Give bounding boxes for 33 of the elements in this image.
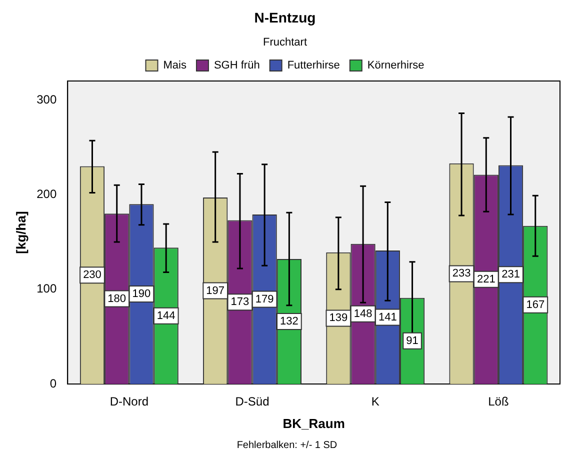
chart-title: N-Entzug: [254, 9, 316, 26]
legend-label: SGH früh: [214, 60, 260, 72]
data-label: 141: [378, 311, 397, 324]
data-label: 148: [354, 308, 372, 320]
x-tick-label: Löß: [488, 394, 509, 409]
data-label: 230: [83, 269, 102, 282]
data-label: 179: [255, 293, 274, 306]
y-tick-label: 300: [36, 92, 57, 106]
legend-label: Futterhirse: [287, 60, 340, 72]
data-label: 132: [280, 316, 298, 328]
data-label: 190: [132, 288, 151, 300]
y-tick-label: 100: [36, 282, 57, 296]
data-label: 144: [156, 310, 176, 322]
data-label: 233: [452, 268, 471, 280]
y-axis-title: [kg/ha]: [13, 211, 28, 254]
data-label: 173: [230, 296, 250, 308]
data-label: 139: [329, 312, 348, 324]
data-label: 91: [406, 334, 418, 347]
data-label: 221: [476, 273, 496, 286]
data-label: 231: [502, 268, 520, 281]
x-tick-label: D-Nord: [110, 394, 149, 409]
x-axis-title: BK_Raum: [282, 416, 345, 431]
legend-label: Mais: [163, 60, 187, 72]
legend-label: Körnerhirse: [367, 60, 424, 72]
x-tick-label: K: [371, 394, 380, 409]
x-tick-label: D-Süd: [235, 394, 270, 409]
legend-title: Fruchtart: [262, 36, 308, 48]
y-tick-label: 200: [36, 186, 57, 201]
text: Fehlerbalken: +/- 1 SD: [236, 440, 338, 451]
data-label: 167: [526, 298, 545, 311]
data-label: 180: [108, 292, 126, 305]
y-tick-label: 0: [50, 376, 57, 390]
data-label: 197: [206, 284, 225, 297]
